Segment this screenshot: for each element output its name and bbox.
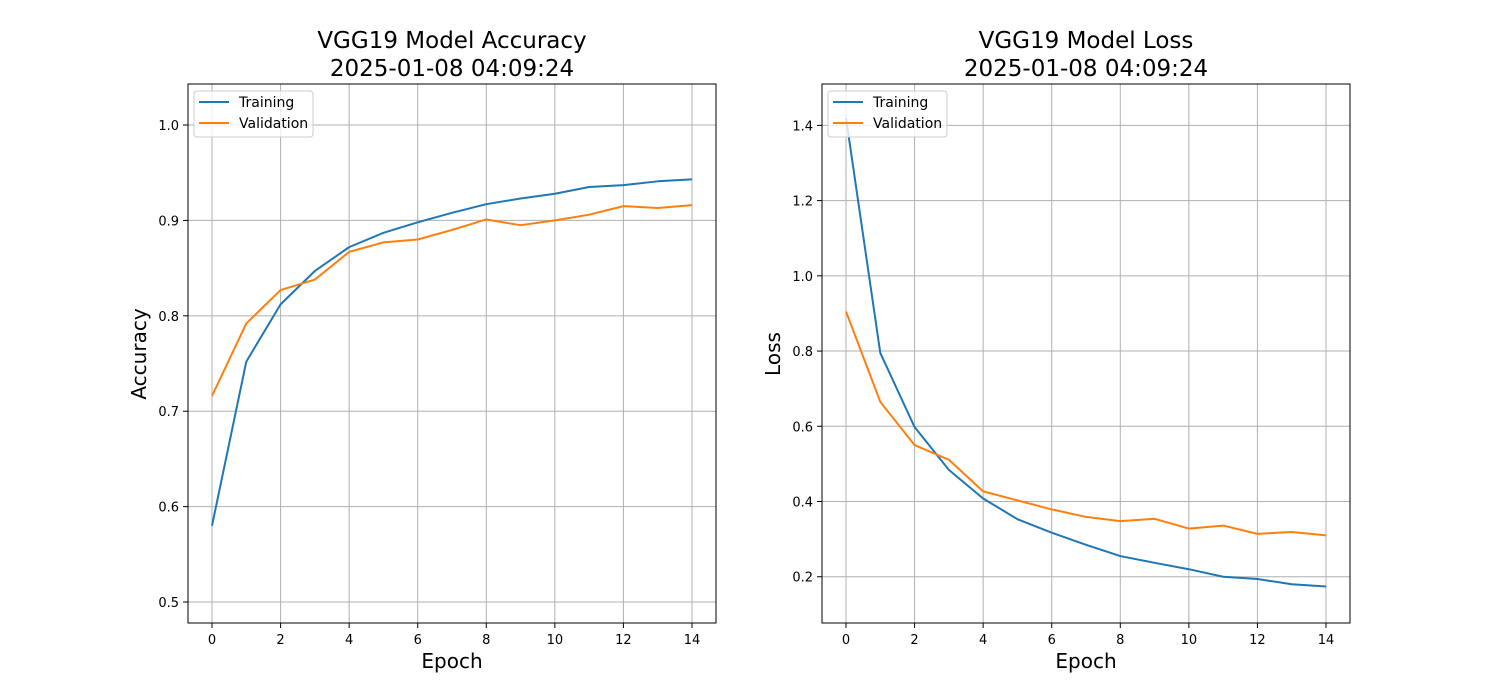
accuracy-chart: VGG19 Model Accuracy 2025-01-08 04:09:24… (127, 28, 717, 673)
accuracy-chart-title-line2: 2025-01-08 04:09:24 (330, 56, 574, 82)
loss-y-tick-label: 1.2 (792, 195, 813, 210)
loss-series-training-line (845, 117, 1327, 588)
loss-y-tick-label: 0.8 (792, 345, 813, 360)
accuracy-legend: Training Validation (193, 90, 314, 138)
accuracy-plot-frame (187, 83, 717, 624)
accuracy-ticks: 0 2 4 6 8 10 12 14 0.5 0.6 0.7 0.8 0.9 1.0 (158, 119, 700, 648)
loss-legend-training-label: Training (872, 95, 928, 111)
accuracy-y-tick-label: 0.7 (158, 405, 179, 420)
loss-y-axis-label: Loss (761, 332, 785, 376)
accuracy-y-tick-label: 0.5 (158, 596, 179, 611)
accuracy-series-training-line (211, 178, 693, 526)
loss-chart-title-line1: VGG19 Model Loss (979, 28, 1194, 54)
accuracy-x-tick-label: 0 (208, 633, 216, 648)
accuracy-legend-validation-label: Validation (239, 116, 308, 132)
loss-y-tick-label: 1.0 (792, 270, 813, 285)
accuracy-x-tick-label: 10 (547, 633, 564, 648)
loss-series-validation-line (845, 311, 1327, 537)
accuracy-chart-title-line1: VGG19 Model Accuracy (317, 28, 586, 54)
accuracy-y-tick-label: 0.8 (158, 310, 179, 325)
loss-plot-frame (821, 83, 1351, 624)
loss-x-tick-label: 2 (910, 633, 918, 648)
loss-chart-title-line2: 2025-01-08 04:09:24 (964, 56, 1208, 82)
accuracy-x-tick-label: 6 (414, 633, 422, 648)
loss-x-tick-label: 0 (842, 633, 850, 648)
accuracy-x-tick-label: 2 (276, 633, 284, 648)
loss-x-tick-label: 4 (979, 633, 987, 648)
accuracy-x-axis-label: Epoch (421, 649, 482, 673)
accuracy-x-tick-label: 14 (684, 633, 701, 648)
accuracy-x-tick-label: 8 (482, 633, 490, 648)
accuracy-series-validation-line (211, 204, 693, 397)
loss-legend-validation-label: Validation (873, 116, 942, 132)
accuracy-y-tick-label: 0.9 (158, 214, 179, 229)
accuracy-y-axis-label: Accuracy (127, 308, 151, 399)
loss-y-tick-label: 1.4 (792, 119, 813, 134)
loss-x-tick-label: 14 (1318, 633, 1335, 648)
accuracy-x-tick-label: 4 (345, 633, 353, 648)
loss-x-axis-label: Epoch (1055, 649, 1116, 673)
loss-x-tick-label: 10 (1181, 633, 1198, 648)
accuracy-y-tick-label: 1.0 (158, 119, 179, 134)
loss-legend: Training Validation (827, 90, 948, 138)
loss-series-group (845, 117, 1327, 588)
accuracy-grid (188, 84, 716, 623)
loss-x-tick-label: 12 (1249, 633, 1266, 648)
loss-y-tick-label: 0.6 (792, 420, 813, 435)
loss-y-tick-label: 0.2 (792, 571, 813, 586)
loss-x-tick-label: 8 (1116, 633, 1124, 648)
loss-chart: VGG19 Model Loss 2025-01-08 04:09:24 0 2 4… (761, 28, 1351, 673)
accuracy-y-tick-label: 0.6 (158, 501, 179, 516)
accuracy-x-tick-label: 12 (615, 633, 632, 648)
loss-ticks: 0 2 4 6 8 10 12 14 0.2 0.4 0.6 0.8 1.0 1.2 1.4 (792, 119, 1334, 648)
accuracy-series-group (211, 178, 693, 526)
accuracy-legend-training-label: Training (238, 95, 294, 111)
loss-x-tick-label: 6 (1048, 633, 1056, 648)
loss-y-tick-label: 0.4 (792, 496, 813, 511)
